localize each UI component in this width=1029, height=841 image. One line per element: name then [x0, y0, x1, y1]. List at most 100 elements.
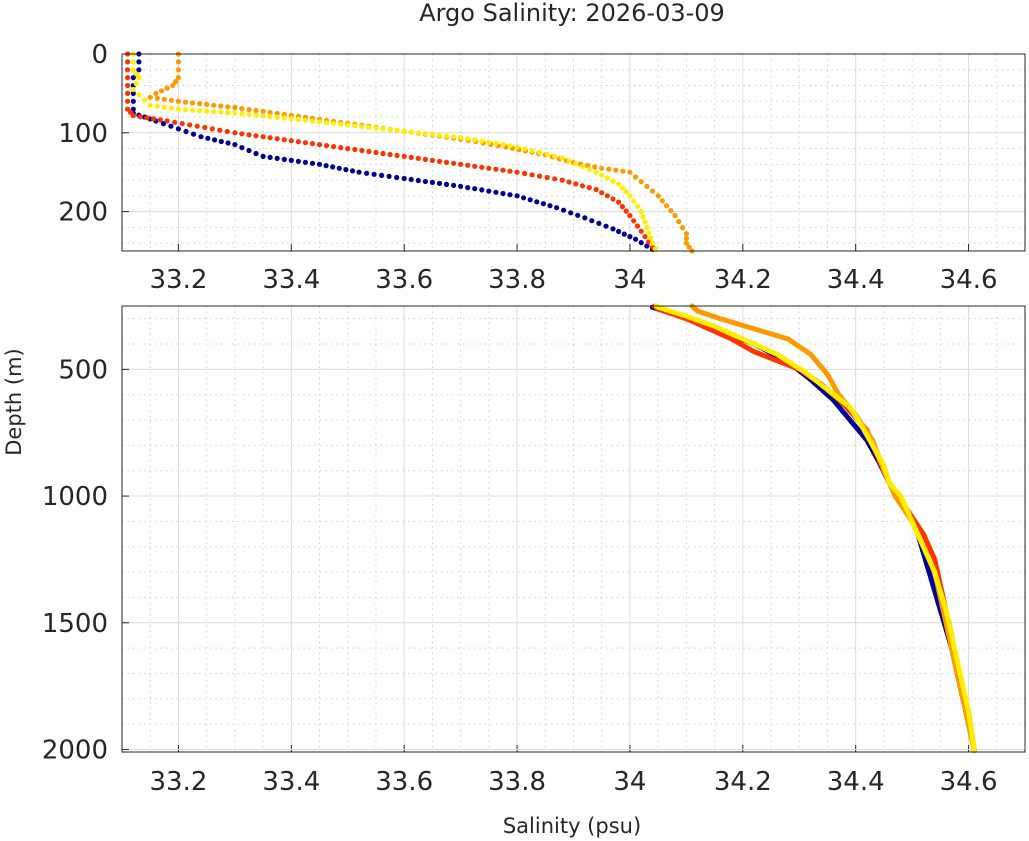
data-point [190, 131, 197, 137]
data-point [371, 171, 377, 177]
data-point [394, 174, 400, 181]
y-tick-label: 200 [58, 198, 108, 228]
data-point [604, 175, 611, 181]
data-point [540, 201, 547, 207]
data-point [136, 75, 142, 81]
data-point [364, 170, 370, 176]
x-tick-label: 34.6 [940, 767, 998, 797]
data-point [204, 108, 210, 114]
series-float-4 [130, 51, 658, 252]
y-tick-label: 500 [58, 355, 108, 385]
data-point [401, 175, 407, 182]
data-point [260, 108, 266, 115]
upper-data-points [125, 51, 695, 254]
data-point [239, 145, 245, 151]
data-point [633, 174, 639, 180]
data-point [380, 150, 386, 157]
data-point [147, 94, 153, 100]
data-point [644, 243, 650, 249]
data-point [486, 165, 492, 171]
data-point [599, 165, 605, 171]
data-point [610, 226, 616, 232]
data-point [408, 129, 414, 135]
data-point [175, 59, 181, 65]
data-point [644, 224, 650, 230]
data-point [631, 198, 637, 204]
data-point [366, 124, 372, 130]
data-point [522, 146, 528, 152]
data-point [164, 118, 170, 124]
lower-x-tick-labels: 33.2 33.4 33.6 33.8 34 34.2 34.4 34.6 [149, 767, 997, 797]
data-point [380, 126, 386, 132]
data-point [253, 133, 259, 139]
data-point [522, 170, 528, 177]
data-point [507, 143, 513, 149]
data-point [593, 169, 599, 175]
data-point [202, 124, 208, 131]
data-point [472, 163, 478, 169]
data-point [295, 139, 301, 145]
x-tick-label: 34.2 [714, 265, 772, 295]
data-point [260, 153, 266, 159]
data-point [253, 112, 259, 118]
data-point [366, 148, 372, 155]
data-point [554, 205, 560, 211]
data-point [125, 82, 131, 89]
data-point [443, 181, 450, 187]
data-point [638, 209, 644, 215]
data-point [623, 189, 629, 195]
upper-panel: 33.2 33.4 33.6 33.8 34 34.2 34.4 34.6 0 100 200 [58, 40, 1026, 295]
data-point [521, 195, 527, 201]
data-point [465, 185, 471, 191]
data-point [137, 114, 143, 120]
x-tick-label: 33.6 [375, 767, 433, 797]
data-point [267, 135, 273, 141]
data-point [500, 167, 506, 173]
data-point [274, 110, 280, 117]
x-tick-label: 33.2 [149, 767, 207, 797]
data-point [568, 210, 574, 216]
data-point [168, 105, 174, 111]
data-point [573, 161, 579, 167]
data-point [302, 159, 308, 165]
data-point [345, 146, 351, 152]
data-point [683, 231, 690, 237]
data-point [620, 168, 626, 174]
data-point [130, 86, 136, 93]
data-point [566, 158, 572, 164]
data-point [436, 158, 443, 164]
data-point [552, 153, 558, 159]
data-point [638, 179, 644, 185]
data-point [246, 147, 252, 154]
data-point [182, 107, 189, 113]
data-point [331, 144, 337, 150]
data-point [971, 746, 977, 753]
data-point [302, 117, 308, 123]
data-point [634, 223, 641, 229]
data-point [125, 98, 131, 104]
data-point [253, 107, 259, 114]
data-point [359, 123, 365, 130]
data-point [316, 161, 323, 167]
data-point [130, 75, 136, 81]
data-point [493, 189, 499, 195]
data-point [187, 122, 193, 128]
upper-y-tick-labels: 0 100 200 [58, 40, 108, 228]
data-point [415, 155, 421, 161]
data-point [331, 120, 337, 126]
data-point [232, 142, 238, 148]
data-point [153, 90, 159, 96]
data-point [472, 137, 478, 143]
data-point [633, 236, 639, 242]
data-point [613, 167, 619, 173]
data-point [479, 164, 485, 170]
data-point [125, 67, 131, 73]
data-point [352, 123, 358, 129]
data-point [239, 106, 245, 112]
data-point [309, 118, 316, 124]
data-point [627, 234, 633, 240]
data-point [507, 192, 513, 198]
x-tick-label: 34 [613, 767, 646, 797]
data-point [408, 154, 414, 160]
data-point [349, 168, 356, 174]
